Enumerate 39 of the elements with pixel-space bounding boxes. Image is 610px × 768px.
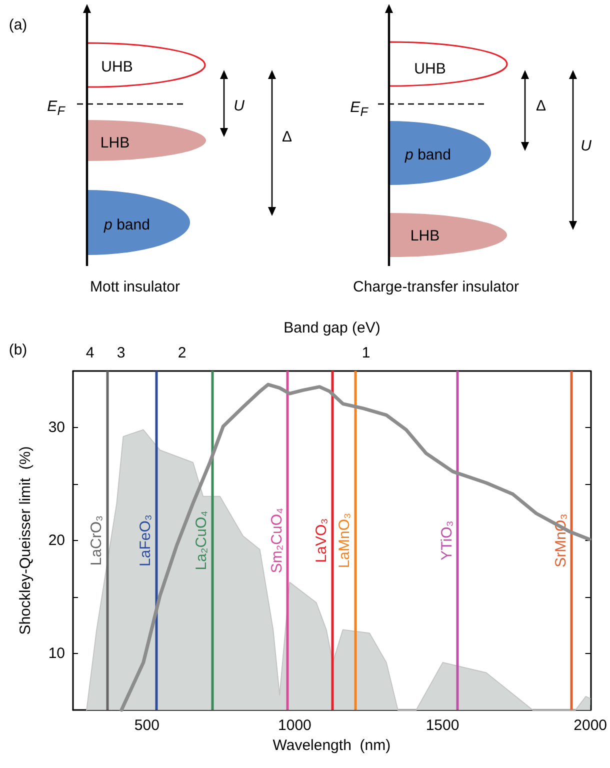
ref-line-label: SrMnO₃ xyxy=(552,514,570,568)
text: 3 xyxy=(116,344,126,362)
text: LHB xyxy=(410,228,440,244)
text: E$_{F}$ xyxy=(350,99,368,119)
x-tick-label: 2000 xyxy=(574,717,608,734)
text: E$_{F}$ xyxy=(47,98,65,118)
ref-line-label: LaVO₃ xyxy=(313,518,330,563)
ref-line-label: La₂CuO₄ xyxy=(193,510,210,570)
x-tick-label: 500 xyxy=(134,717,160,734)
ref-line-label: LaMnO₃ xyxy=(336,512,354,568)
y-tick-label: 30 xyxy=(48,419,65,436)
text: p band xyxy=(405,146,451,164)
text: 1 xyxy=(362,344,370,362)
text: p band xyxy=(104,216,150,234)
x-tick-label: 1000 xyxy=(278,717,312,734)
text: Charge-transfer insulator xyxy=(353,278,519,296)
x-tick-label: 1500 xyxy=(426,717,460,734)
text: (a) xyxy=(8,16,28,34)
y-axis-title: Shockley-Queisser limit (%) xyxy=(17,446,34,635)
text: UHB xyxy=(414,60,446,78)
text: Δ xyxy=(536,98,546,114)
y-tick-label: 10 xyxy=(48,645,65,662)
y-tick-label: 20 xyxy=(48,532,65,549)
text: 4 xyxy=(86,344,94,362)
text: UHB xyxy=(101,58,133,76)
x-axis-title: Wavelength (nm) xyxy=(272,736,391,754)
text: Mott insulator xyxy=(90,278,180,296)
text: Δ xyxy=(282,128,292,146)
ref-line-label: LaCrO₃ xyxy=(88,515,105,566)
text: Band gap (eV) xyxy=(284,320,380,336)
ref-line-label: Sm₂CuO₄ xyxy=(268,508,286,574)
text: LHB xyxy=(100,134,130,152)
text: 2 xyxy=(178,344,186,362)
text: (b) xyxy=(8,342,28,358)
text: U xyxy=(580,138,592,154)
ref-line-label: LaFeO₃ xyxy=(136,514,154,566)
line-series xyxy=(120,382,592,712)
text: U xyxy=(234,98,244,114)
ref-line-label: YTiO₃ xyxy=(438,520,456,560)
